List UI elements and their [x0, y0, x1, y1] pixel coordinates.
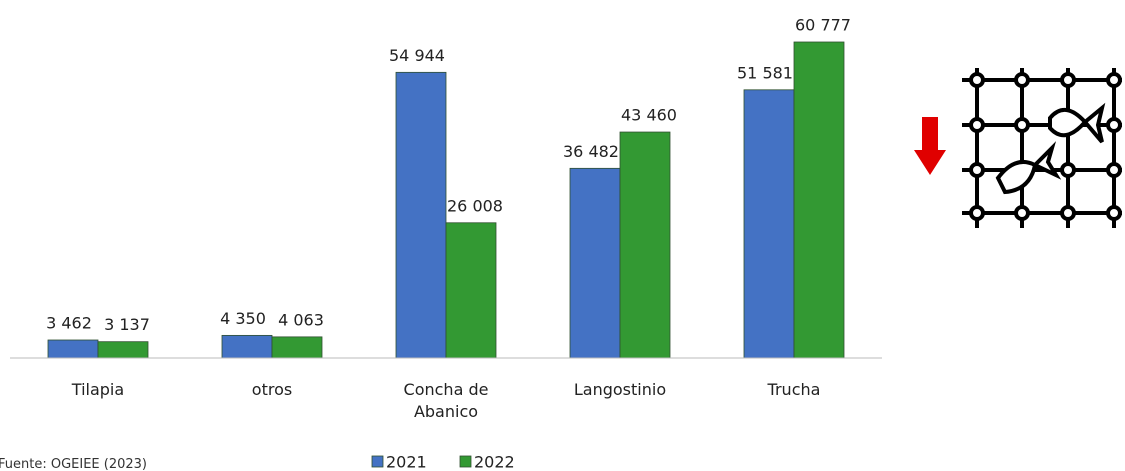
bar: [395, 71, 447, 359]
bar: [743, 89, 795, 359]
value-label: 36 482: [563, 142, 619, 161]
bar: [793, 41, 845, 359]
value-label: 4 350: [220, 309, 266, 328]
down-arrow: [914, 117, 946, 175]
net-icon: [962, 68, 1122, 228]
legend-label: 2021: [386, 453, 427, 471]
value-label: 43 460: [621, 106, 677, 125]
x-tick-label: Langostinio: [573, 380, 667, 399]
value-label: 54 944: [389, 46, 445, 65]
value-label: 60 777: [795, 16, 851, 35]
value-label: 3 462: [46, 313, 92, 332]
value-label: 26 008: [447, 196, 503, 215]
bar: [47, 339, 99, 359]
legend-label: 2022: [474, 453, 515, 471]
value-label: 3 137: [104, 315, 150, 334]
value-label: 4 063: [278, 310, 324, 329]
bar: [569, 167, 621, 359]
value-label: 51 581: [737, 63, 793, 82]
legend-swatch: [371, 455, 384, 468]
bar: [221, 334, 273, 359]
x-tick-label: Trucha: [767, 380, 821, 399]
bar: [271, 336, 323, 359]
bar: [97, 341, 149, 359]
x-tick-label: Tilapia: [71, 380, 125, 399]
bar: [445, 222, 497, 359]
bar: [619, 131, 671, 359]
x-tick-label: Concha de Abanico: [403, 380, 489, 421]
x-tick-label: otros: [251, 380, 293, 399]
legend-swatch: [459, 455, 472, 468]
source: Fuente: OGEIEE (2023): [0, 457, 147, 471]
